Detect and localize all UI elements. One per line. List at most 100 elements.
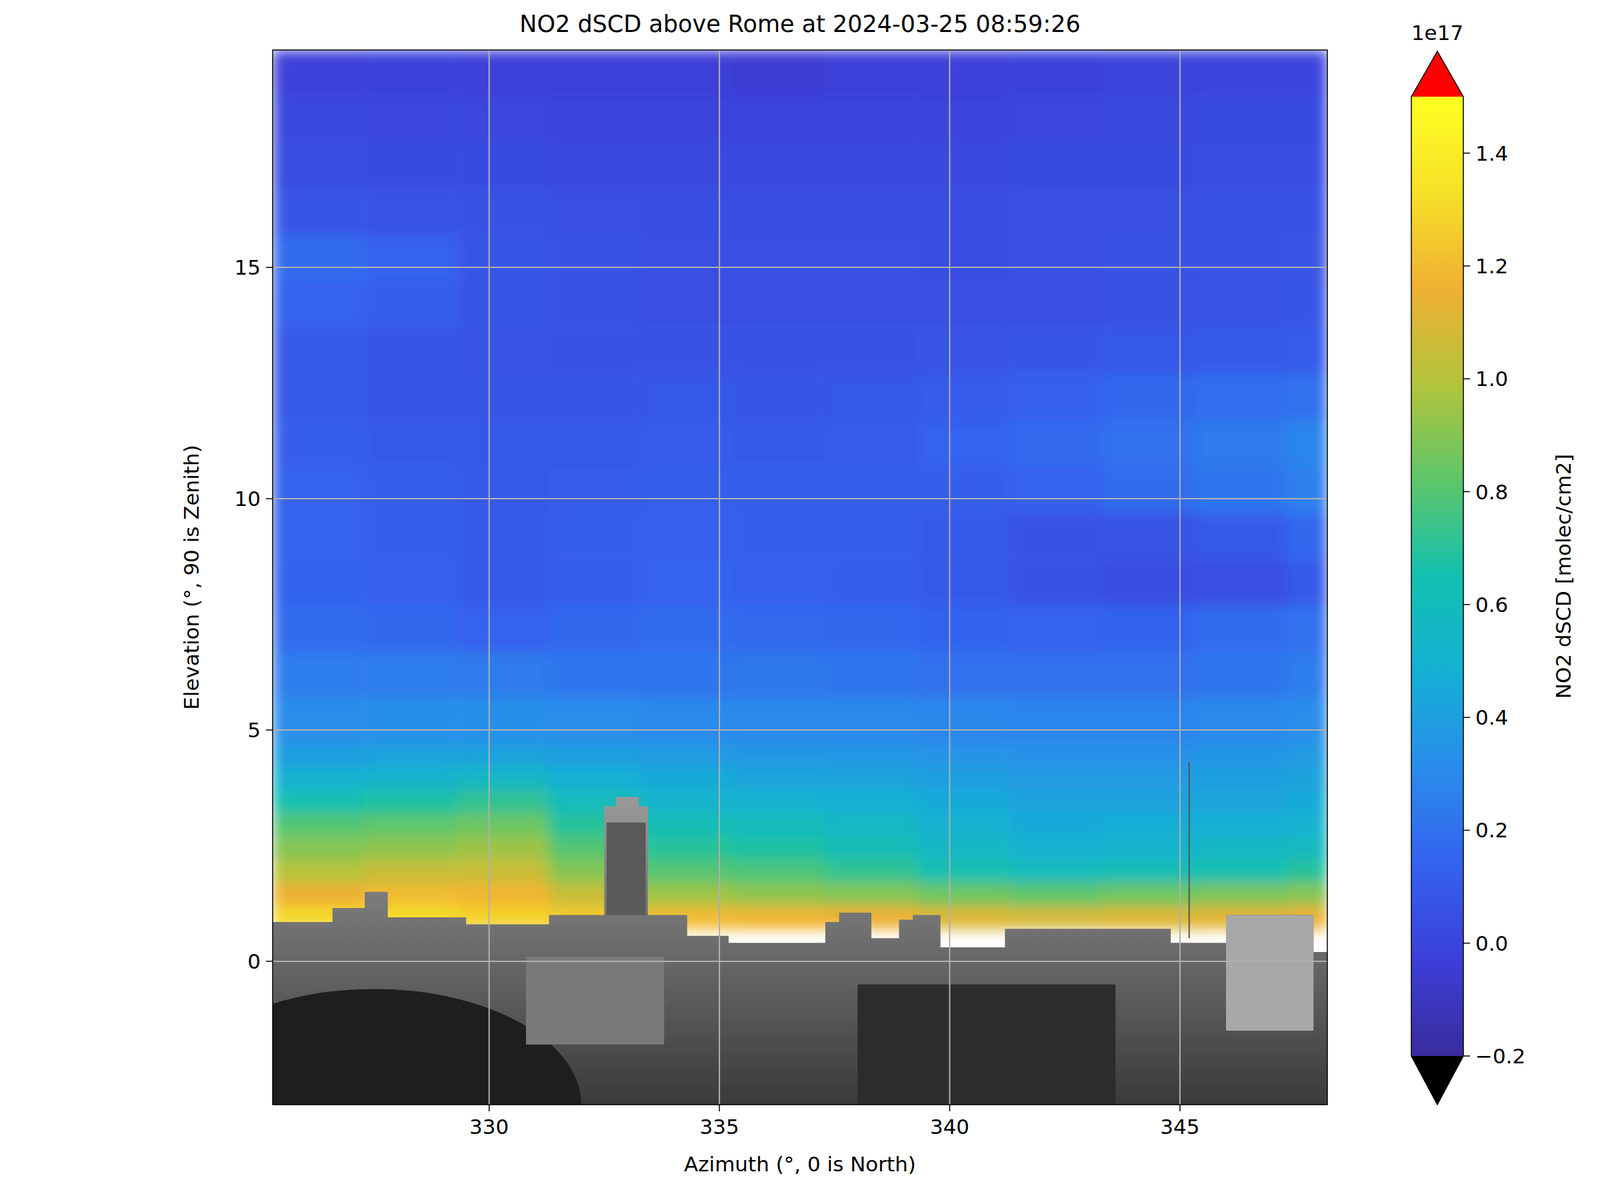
tick bbox=[718, 1104, 720, 1112]
heatmap-cell bbox=[1286, 859, 1328, 883]
colorbar-tick-label: 0.6 bbox=[1475, 592, 1508, 617]
heatmap-cell bbox=[825, 836, 918, 860]
building bbox=[526, 956, 664, 1045]
heatmap-cell bbox=[1286, 374, 1328, 421]
heatmap-cell bbox=[1286, 327, 1328, 374]
heatmap-cell bbox=[917, 235, 1010, 282]
heatmap-cell bbox=[272, 744, 366, 768]
heatmap-cell bbox=[364, 420, 458, 467]
heatmap-cell bbox=[548, 744, 642, 768]
heatmap-cell bbox=[1286, 790, 1328, 814]
colorbar-tick-label: 0.0 bbox=[1475, 931, 1508, 956]
heatmap-cell bbox=[1286, 651, 1328, 698]
heatmap-cell bbox=[733, 790, 826, 814]
heatmap-cell bbox=[272, 813, 366, 837]
heatmap-cell bbox=[1286, 96, 1328, 143]
heatmap-cell bbox=[548, 558, 642, 606]
heatmap-cell bbox=[1009, 420, 1102, 467]
heatmap-cell bbox=[1194, 651, 1287, 698]
heatmap-cell bbox=[733, 605, 826, 652]
heatmap-cell bbox=[364, 96, 458, 143]
heatmap-cell bbox=[456, 50, 550, 97]
heatmap-cell bbox=[548, 766, 642, 790]
heatmap-cell bbox=[825, 651, 918, 698]
heatmap-cell bbox=[917, 281, 1010, 328]
heatmap-cell bbox=[1286, 605, 1328, 652]
heatmap-cell bbox=[272, 558, 366, 606]
colorbar-tick bbox=[1463, 604, 1470, 606]
heatmap-cell bbox=[456, 188, 550, 236]
tick bbox=[1179, 1104, 1181, 1112]
grid-line bbox=[272, 960, 1328, 962]
heatmap-cell bbox=[272, 790, 366, 814]
heatmap-cell bbox=[272, 188, 366, 236]
heatmap-cell bbox=[1286, 558, 1328, 606]
heatmap-cell bbox=[548, 374, 642, 421]
heatmap-cell bbox=[1286, 235, 1328, 282]
heatmap-cell bbox=[272, 882, 366, 906]
colorbar-tick bbox=[1463, 491, 1470, 493]
heatmap-cell bbox=[364, 327, 458, 374]
heatmap-cell bbox=[917, 188, 1010, 236]
heatmap-cell bbox=[272, 836, 366, 860]
heatmap-cell bbox=[733, 697, 826, 744]
colorbar-tick bbox=[1463, 942, 1470, 944]
chart: 330335340345051015NO2 dSCD above Rome at… bbox=[0, 0, 1600, 1200]
heatmap-cell bbox=[1194, 188, 1287, 236]
heatmap-cell bbox=[548, 50, 642, 97]
tick-label: 330 bbox=[469, 1114, 509, 1139]
heatmap-cell bbox=[1009, 558, 1102, 606]
heatmap-cell bbox=[364, 374, 458, 421]
heatmap-cell bbox=[456, 651, 550, 698]
heatmap-cell bbox=[364, 512, 458, 560]
heatmap-cell bbox=[364, 813, 458, 837]
colorbar-tick bbox=[1463, 830, 1470, 832]
heatmap-cell bbox=[1009, 50, 1102, 97]
colorbar-under bbox=[1411, 1056, 1464, 1105]
colorbar-frame bbox=[1411, 51, 1464, 1105]
tower bbox=[606, 822, 646, 916]
heatmap-cell bbox=[272, 96, 366, 143]
tick bbox=[266, 498, 273, 500]
colorbar-offset: 1e17 bbox=[1411, 20, 1464, 45]
heatmap-cell bbox=[733, 813, 826, 837]
heatmap-cell bbox=[1194, 374, 1287, 421]
heatmap-cell bbox=[917, 836, 1010, 860]
heatmap-cell bbox=[456, 605, 550, 652]
heatmap-cell bbox=[733, 188, 826, 236]
heatmap-cell bbox=[1194, 327, 1287, 374]
colorbar-tick-label: 1.2 bbox=[1475, 254, 1508, 278]
heatmap-cell bbox=[272, 605, 366, 652]
heatmap-cell bbox=[456, 744, 550, 768]
heatmap-cell bbox=[733, 836, 826, 860]
heatmap-cell bbox=[272, 766, 366, 790]
tick-label: 335 bbox=[700, 1114, 740, 1139]
heatmap-cell bbox=[917, 512, 1010, 560]
colorbar bbox=[1411, 96, 1464, 1056]
heatmap-cell bbox=[825, 766, 918, 790]
tick bbox=[266, 960, 273, 962]
heatmap-cell bbox=[917, 466, 1010, 513]
heatmap-cell bbox=[1009, 790, 1102, 814]
heatmap-cell bbox=[1194, 766, 1287, 790]
tick-label: 345 bbox=[1160, 1114, 1200, 1139]
heatmap-cell bbox=[548, 235, 642, 282]
colorbar-tick-label: 0.4 bbox=[1475, 705, 1508, 730]
heatmap-cell bbox=[456, 790, 550, 814]
tick bbox=[949, 1104, 951, 1112]
heatmap-cell bbox=[548, 96, 642, 143]
grid-line bbox=[272, 729, 1328, 731]
heatmap-cell bbox=[548, 512, 642, 560]
heatmap-cell bbox=[364, 766, 458, 790]
heatmap-cell bbox=[364, 50, 458, 97]
heatmap-cell bbox=[1194, 859, 1287, 883]
heatmap-cell bbox=[1286, 813, 1328, 837]
tick-label: 15 bbox=[234, 255, 261, 280]
heatmap-cell bbox=[733, 327, 826, 374]
heatmap-cell bbox=[1009, 512, 1102, 560]
heatmap-cell bbox=[917, 420, 1010, 467]
heatmap-cell bbox=[1009, 281, 1102, 328]
colorbar-tick-label: 1.4 bbox=[1475, 141, 1508, 166]
plot-background bbox=[272, 50, 1328, 1105]
heatmap-cell bbox=[1286, 836, 1328, 860]
